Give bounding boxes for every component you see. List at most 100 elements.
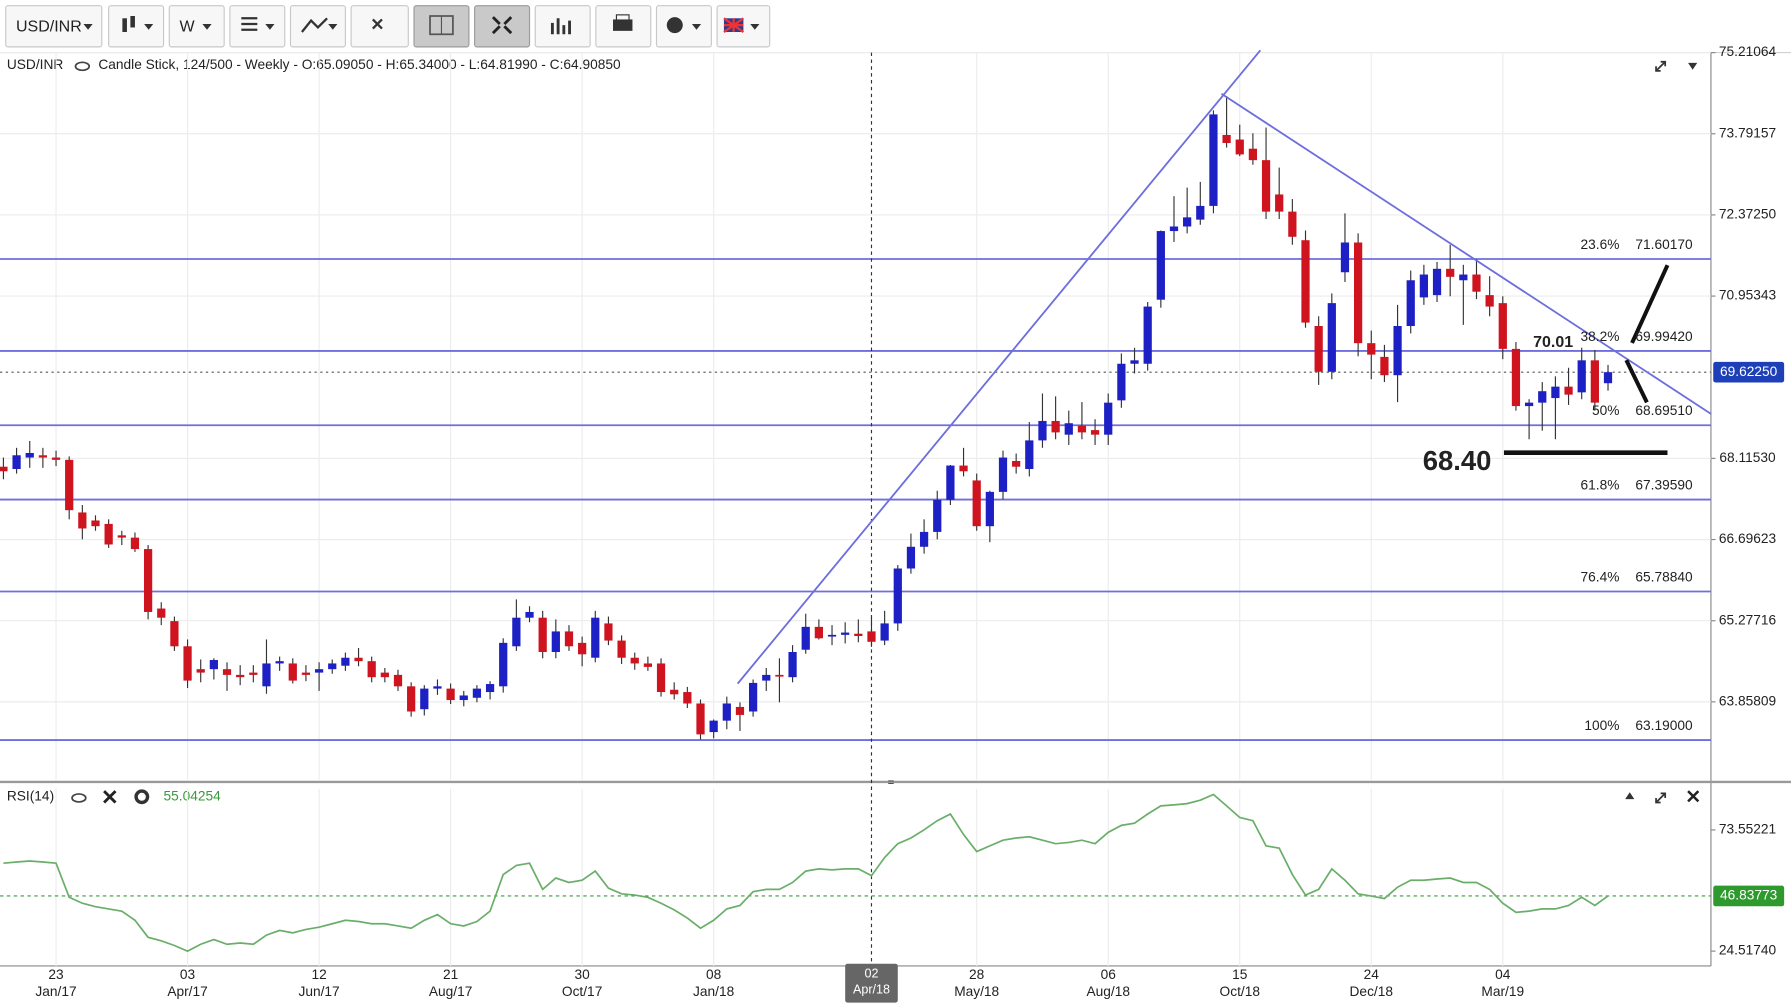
candle-body [196,669,205,673]
x-tick-label: 15 [1232,967,1248,982]
candle-body [104,523,113,545]
rsi-title: RSI(14) [7,788,54,803]
candle-body [91,520,100,527]
candle-body [1275,194,1284,212]
candle-body [801,626,810,650]
candle-body [1196,205,1205,220]
candle-body [51,457,61,460]
button-bg [655,5,712,48]
indicator-button[interactable] [229,5,286,48]
x-tick-label: 04 [1495,967,1511,982]
candle-body [170,621,179,647]
candle-body [380,672,389,678]
candle-body [1406,280,1415,327]
candle-body [65,459,74,511]
candle-body [1288,211,1297,237]
candle-body [446,688,455,701]
candle-body [1077,425,1087,433]
candle-body [341,657,350,666]
trendline-down[interactable] [1220,92,1712,415]
y-tick-label: 72.37250 [1719,207,1777,222]
interval-button[interactable]: W [168,5,225,48]
symbol-button[interactable]: USD/INR [5,5,103,48]
collapse-icon[interactable] [1688,62,1698,70]
print-button[interactable] [595,5,652,48]
icon [122,18,127,33]
remove-icon[interactable] [103,790,117,804]
dropdown-arrow [328,24,338,30]
clear-button[interactable] [350,5,409,48]
y-tick-label: 65.27716 [1719,612,1777,627]
dropdown-arrow [265,24,275,30]
volume-button[interactable] [534,5,591,48]
candle-body [1038,420,1047,441]
candle-body [551,631,560,653]
resize-handle[interactable]: = [888,777,895,789]
eye-icon[interactable] [71,793,87,803]
fib-pct: 23.6% [1581,237,1620,252]
candle-body [814,626,823,639]
candle-body [1012,460,1021,467]
candle-body [1248,148,1258,161]
x-tick-label: 08 [706,967,722,982]
candle-body [12,455,21,469]
dropdown-arrow [83,24,93,30]
candle-body [367,661,376,678]
icon [241,17,258,31]
candle-body [696,703,705,735]
candle-body [209,660,218,670]
candle-body [538,617,547,653]
x-tick-label: Jan/18 [693,984,735,999]
candle-body [709,720,718,733]
candle-body [78,512,87,529]
fib-value: 65.78840 [1635,569,1693,584]
chart-type-button[interactable] [108,5,165,48]
candle-body [617,640,626,658]
draw-button[interactable] [289,5,346,48]
fit-button[interactable] [474,5,531,48]
candle-body [762,674,771,681]
y-tick-label: 75.21064 [1719,44,1777,59]
candle-body [1235,139,1244,155]
icon [372,18,383,30]
move-up-icon[interactable] [1625,792,1635,800]
maximize-icon[interactable] [1655,60,1667,72]
y-tick-label: 70.95343 [1719,288,1777,303]
crosshair-button[interactable] [413,5,470,48]
candle-body [288,663,297,681]
interval-text: W [180,19,196,36]
close-icon[interactable] [1687,790,1700,803]
y-tick-label: 73.55221 [1719,822,1776,837]
candle-body [157,608,166,618]
candle-body [1130,360,1139,364]
x-tick-label: Apr/17 [167,984,207,999]
maximize-icon[interactable] [1655,792,1667,804]
x-tick-label: Mar/19 [1481,984,1524,999]
annotation: 68.40 [1423,445,1492,476]
candle-body [775,674,784,677]
candle-body [985,491,994,527]
icon [491,16,513,35]
candle-body [906,546,916,569]
settings-icon[interactable] [134,789,150,805]
dropdown-arrow [750,24,760,30]
trendline-up[interactable] [736,49,1262,685]
candle-body [1169,226,1179,232]
candle-body [249,672,258,675]
y-tick-label: 73.79157 [1719,125,1776,140]
candle-body [117,535,126,538]
language-button[interactable] [716,5,771,48]
candle-body [354,657,363,662]
candle-body [420,688,429,710]
color-button[interactable] [655,5,712,48]
candle-body [1104,402,1113,435]
symbol-title: USD/INR [7,57,64,72]
eye-icon[interactable] [74,61,91,72]
x-tick-label: 21 [443,967,458,982]
candle-body [1432,268,1442,296]
candle-body [301,672,311,675]
x-tick-label: 06 [1101,967,1117,982]
ohlc-header: Candle Stick, 124/500 - Weekly - O:65.09… [98,57,621,72]
candle-body [1551,386,1560,399]
